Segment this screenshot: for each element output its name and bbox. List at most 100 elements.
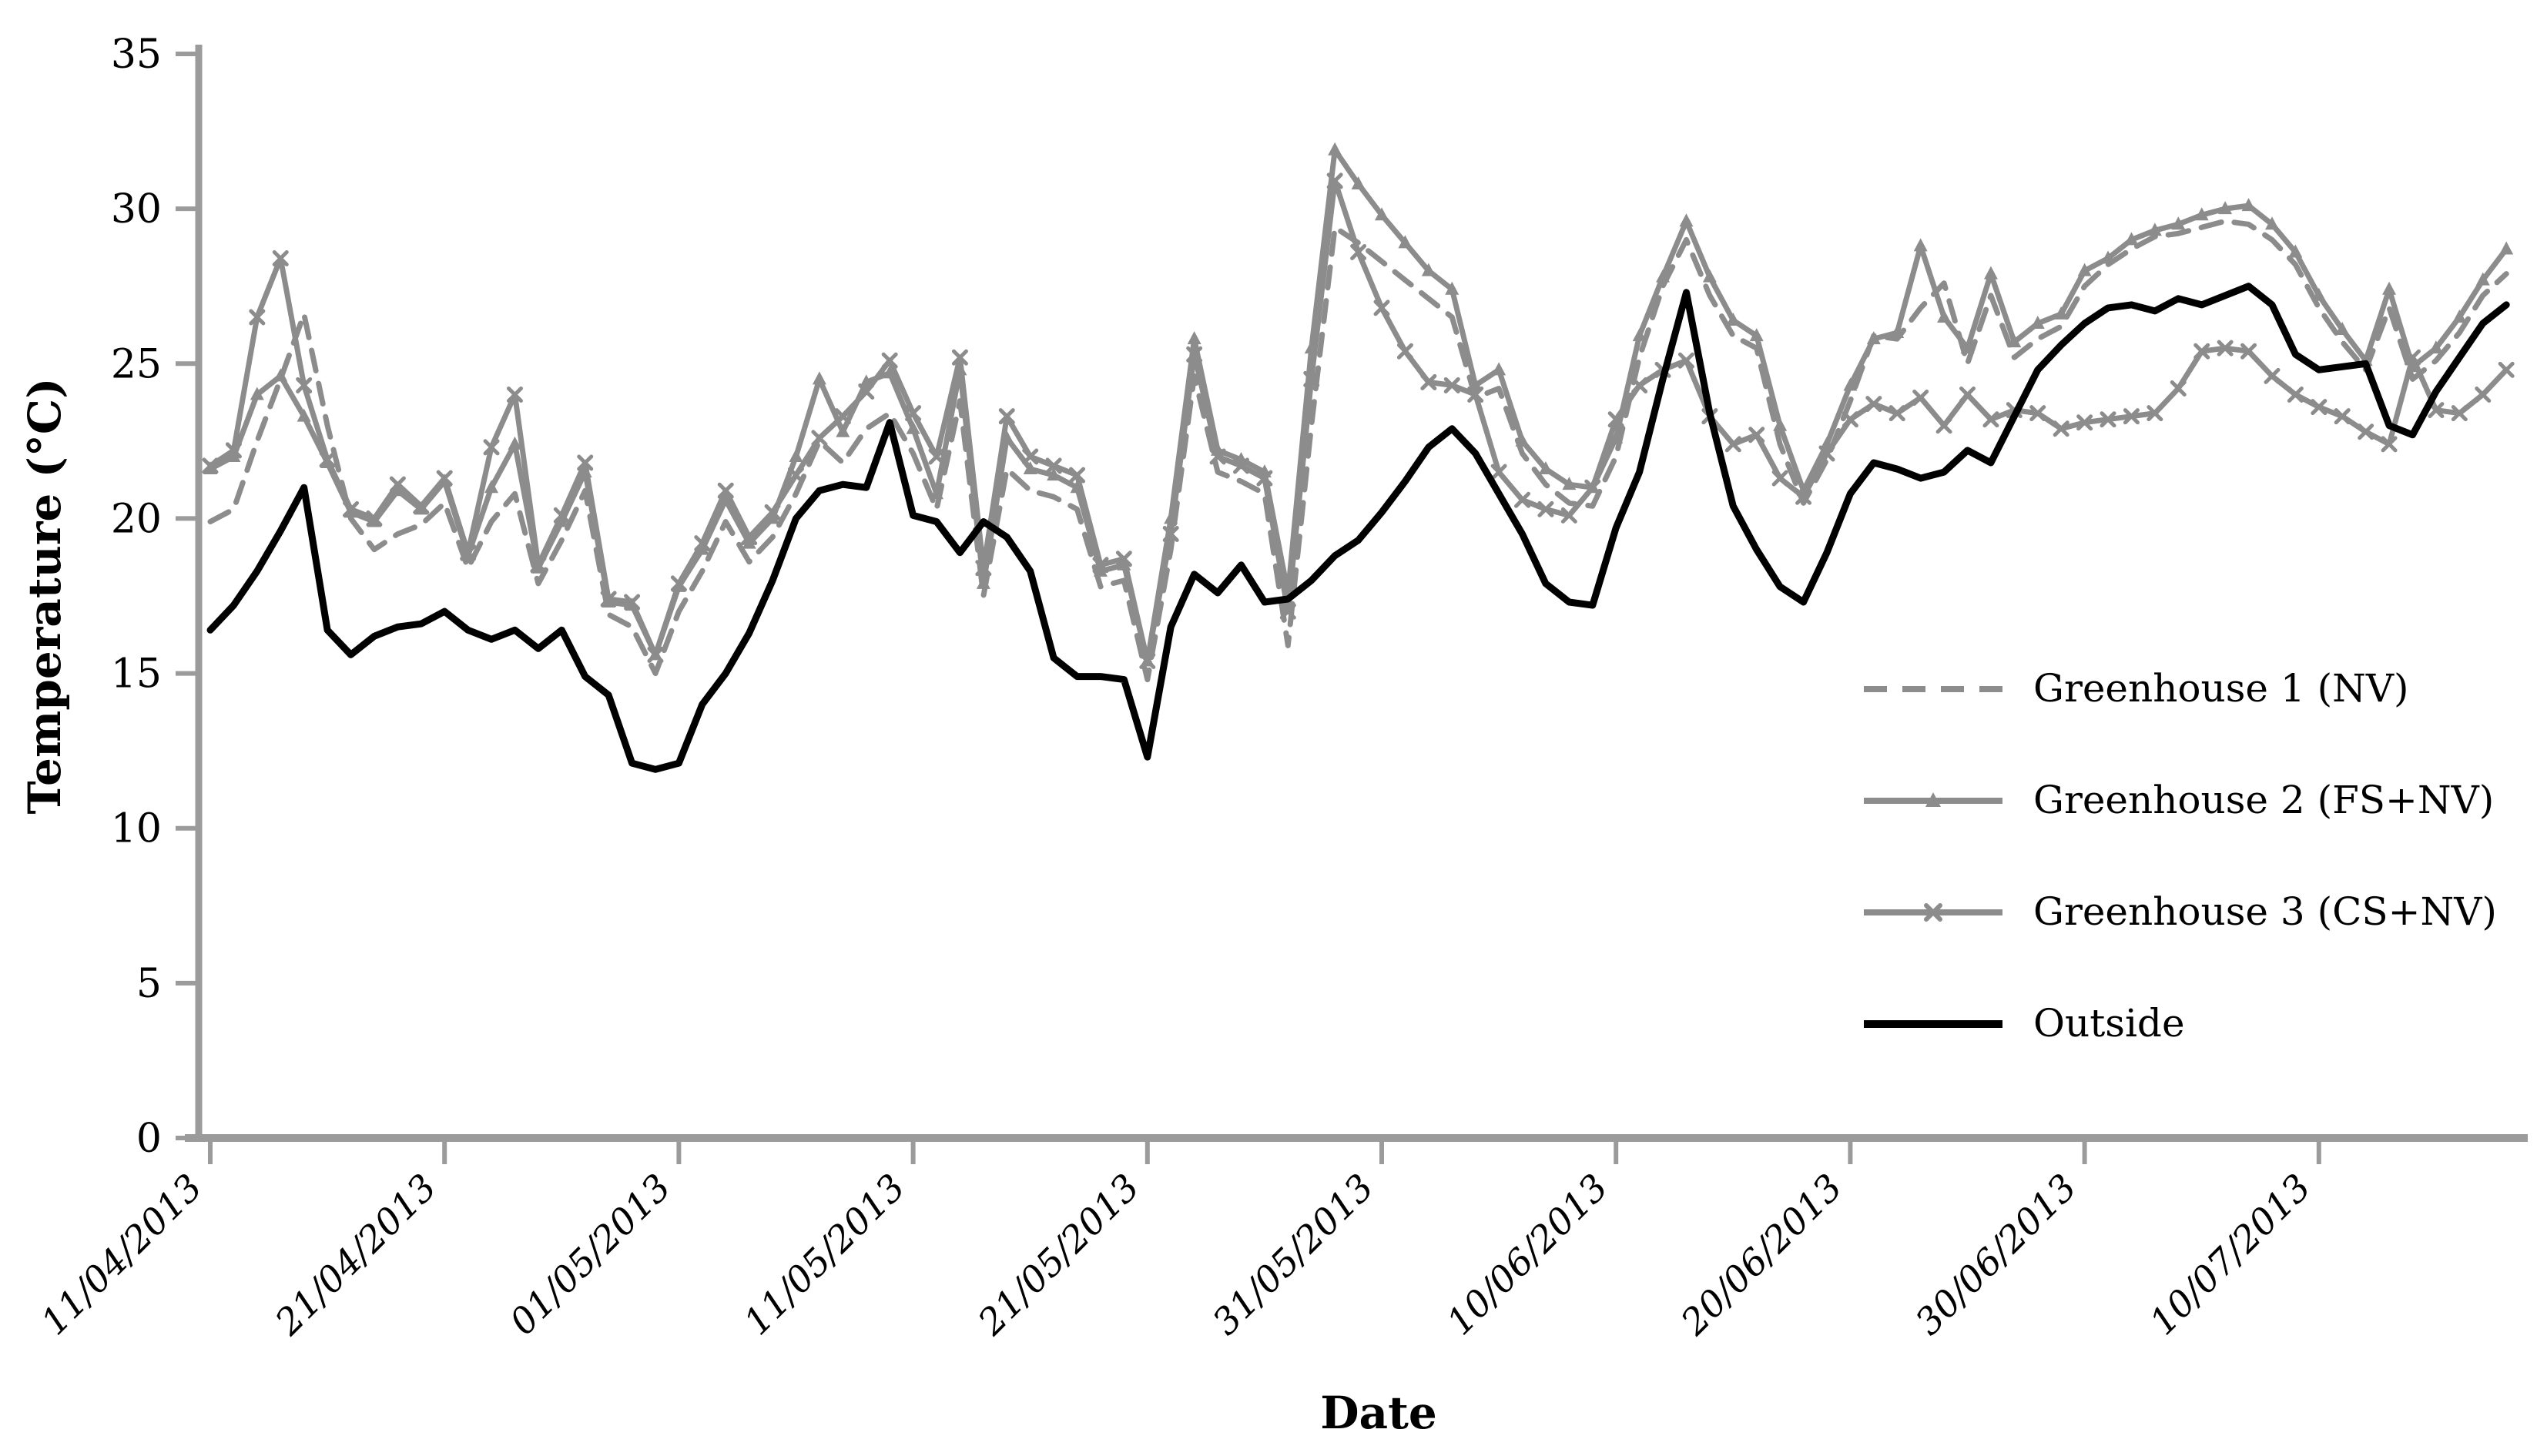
- x-marker: [1232, 457, 1249, 474]
- triangle-marker: [1047, 467, 1061, 481]
- x-marker: [998, 408, 1015, 425]
- triangle-marker: [883, 365, 897, 379]
- x-marker: [2217, 340, 2234, 356]
- triangle-marker: [2101, 250, 2116, 264]
- x-marker: [2475, 387, 2492, 403]
- triangle-marker: [1398, 235, 1413, 249]
- triangle-marker: [226, 448, 241, 462]
- x-marker: [788, 467, 804, 484]
- x-marker: [2240, 343, 2257, 360]
- triangle-marker: [2241, 198, 2256, 212]
- x-marker: [2381, 436, 2398, 453]
- triangle-marker: [1749, 328, 1764, 342]
- x-marker: [717, 482, 734, 499]
- x-marker: [2264, 367, 2281, 384]
- series-greenhouse-3-cs-nv-: [202, 172, 2515, 669]
- x-marker: [1396, 343, 1413, 360]
- x-marker: [1209, 448, 1226, 465]
- triangle-marker: [1468, 377, 1483, 391]
- triangle-marker: [812, 371, 826, 385]
- legend-item-greenhouse-3-cs-nv-: Greenhouse 3 (CS+NV): [1864, 889, 2497, 934]
- y-tick-label: 35: [111, 32, 162, 78]
- triangle-marker: [2335, 322, 2350, 336]
- triangle-marker: [2007, 334, 2022, 348]
- x-marker: [249, 309, 266, 326]
- x-marker: [1818, 445, 1835, 462]
- x-marker: [553, 507, 570, 524]
- x-marker: [951, 349, 968, 366]
- x-marker: [1771, 470, 1788, 487]
- x-marker: [764, 504, 781, 520]
- x-marker: [905, 405, 922, 422]
- x-marker: [1748, 427, 1765, 443]
- triangle-marker: [1562, 477, 1577, 490]
- series-lines: [202, 142, 2515, 773]
- x-marker: [1724, 436, 1741, 453]
- triangle-marker: [1937, 309, 1952, 323]
- x-marker: [1631, 377, 1648, 393]
- x-marker: [2498, 361, 2515, 378]
- x-marker: [624, 594, 641, 611]
- x-tick-label: 11/05/2013: [736, 1166, 913, 1344]
- x-marker: [647, 646, 664, 663]
- triangle-marker: [1492, 362, 1506, 376]
- x-marker: [2029, 405, 2046, 422]
- legend-triangle-marker: [1925, 792, 1941, 807]
- x-tick-label: 20/06/2013: [1673, 1166, 1851, 1344]
- y-tick-label: 15: [111, 651, 162, 698]
- triangle-marker: [1023, 461, 1037, 475]
- x-marker: [2451, 405, 2468, 422]
- triangle-marker: [2054, 306, 2069, 320]
- x-marker: [928, 448, 945, 465]
- x-marker: [1490, 464, 1507, 480]
- y-tick-label: 5: [136, 961, 162, 1007]
- x-marker: [2147, 405, 2163, 422]
- triangle-marker: [2218, 201, 2233, 215]
- legend-item-outside: Outside: [1864, 1001, 2185, 1046]
- x-marker: [1677, 352, 1694, 369]
- x-marker: [2358, 423, 2374, 440]
- x-marker: [2123, 408, 2140, 425]
- x-marker: [366, 510, 383, 527]
- x-marker: [1069, 467, 1086, 484]
- x-tick-label: 01/05/2013: [501, 1166, 679, 1344]
- x-tick-label: 10/07/2013: [2142, 1166, 2319, 1344]
- x-tick-label: 11/04/2013: [33, 1166, 210, 1344]
- x-marker: [1420, 373, 1437, 390]
- x-marker: [343, 500, 360, 517]
- triangle-marker: [1890, 325, 1905, 339]
- triangle-marker: [906, 420, 920, 434]
- x-marker: [2334, 408, 2351, 425]
- series-greenhouse-1-nv-: [207, 218, 2509, 683]
- triangle-marker: [2499, 241, 2514, 255]
- series-line: [206, 283, 2510, 773]
- x-marker: [694, 535, 711, 552]
- triangle-marker: [1093, 563, 1108, 577]
- x-marker: [1912, 390, 1929, 407]
- x-marker: [202, 457, 219, 474]
- triangle-marker: [2124, 232, 2139, 246]
- triangle-marker: [2452, 309, 2467, 323]
- x-marker: [1514, 491, 1531, 508]
- triangle-marker: [1983, 266, 1998, 279]
- y-tick-label: 20: [111, 496, 162, 542]
- triangle-marker: [1375, 207, 1389, 221]
- x-marker: [506, 387, 523, 403]
- triangle-marker: [1773, 417, 1788, 431]
- x-marker: [2193, 343, 2210, 360]
- triangle-marker: [2475, 272, 2490, 286]
- x-marker: [225, 442, 242, 459]
- x-marker: [1537, 500, 1554, 517]
- triangle-marker: [2030, 315, 2045, 329]
- x-marker: [1162, 526, 1179, 543]
- x-marker: [272, 250, 289, 267]
- x-marker: [1467, 387, 1484, 403]
- x-marker: [530, 557, 547, 574]
- triangle-marker: [1702, 269, 1717, 283]
- x-marker: [670, 575, 687, 592]
- triangle-marker: [1421, 263, 1436, 276]
- triangle-marker: [2264, 216, 2279, 230]
- x-marker: [1022, 448, 1039, 465]
- x-marker: [834, 408, 851, 425]
- x-marker: [2287, 387, 2304, 403]
